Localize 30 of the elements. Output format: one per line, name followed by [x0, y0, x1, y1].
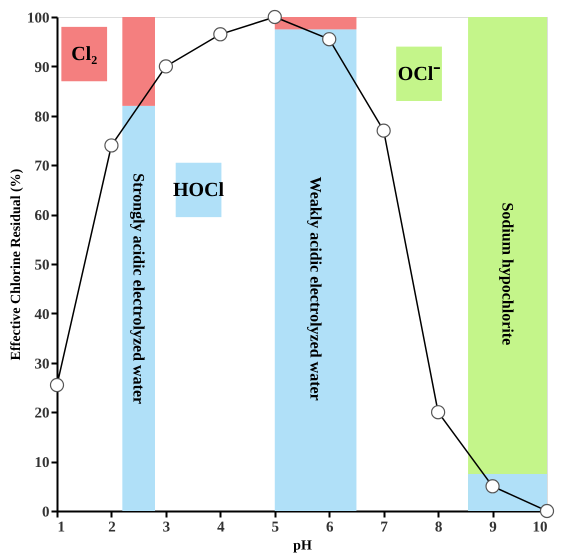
- x-tick-label: 6: [326, 520, 334, 536]
- y-tick-label: 100: [27, 10, 50, 26]
- y-tick-label: 20: [34, 406, 50, 422]
- y-axis-title: Effective Chlorine Residual (%): [9, 168, 24, 360]
- annotation: Strongly acidic electrolyzed water: [130, 173, 147, 404]
- annotation: HOCl: [172, 178, 225, 201]
- annotation: OCl⁻: [398, 62, 440, 85]
- x-axis-title: pH: [293, 538, 312, 554]
- y-tick-label: 10: [34, 455, 50, 472]
- y-tick-label: 50: [34, 258, 50, 274]
- x-tick-label: 4: [217, 520, 226, 536]
- x-tick-label: 7: [380, 520, 388, 536]
- x-tick-label: 2: [108, 520, 116, 536]
- bar: [468, 474, 547, 511]
- y-tick-label: 70: [34, 158, 50, 175]
- x-tick-label: 1: [58, 520, 65, 536]
- y-tick-label: 90: [34, 60, 50, 76]
- annotation: Cl₂: [71, 43, 98, 66]
- y-tick-label: 60: [34, 208, 50, 224]
- y-tick-label: 30: [34, 356, 50, 372]
- x-tick-label: 3: [162, 520, 170, 536]
- y-tick-label: 0: [42, 504, 50, 520]
- annotation: Weakly acidic electrolyzed water: [306, 176, 324, 401]
- x-tick-label: 9: [489, 520, 497, 536]
- y-tick-label: 80: [34, 109, 50, 126]
- x-tick-label: 10: [532, 520, 548, 536]
- y-tick-label: 40: [34, 306, 50, 323]
- x-tick-label: 8: [434, 520, 442, 536]
- x-tick-label: 5: [272, 520, 280, 536]
- band-label: Sodium hypochlorite: [498, 202, 516, 346]
